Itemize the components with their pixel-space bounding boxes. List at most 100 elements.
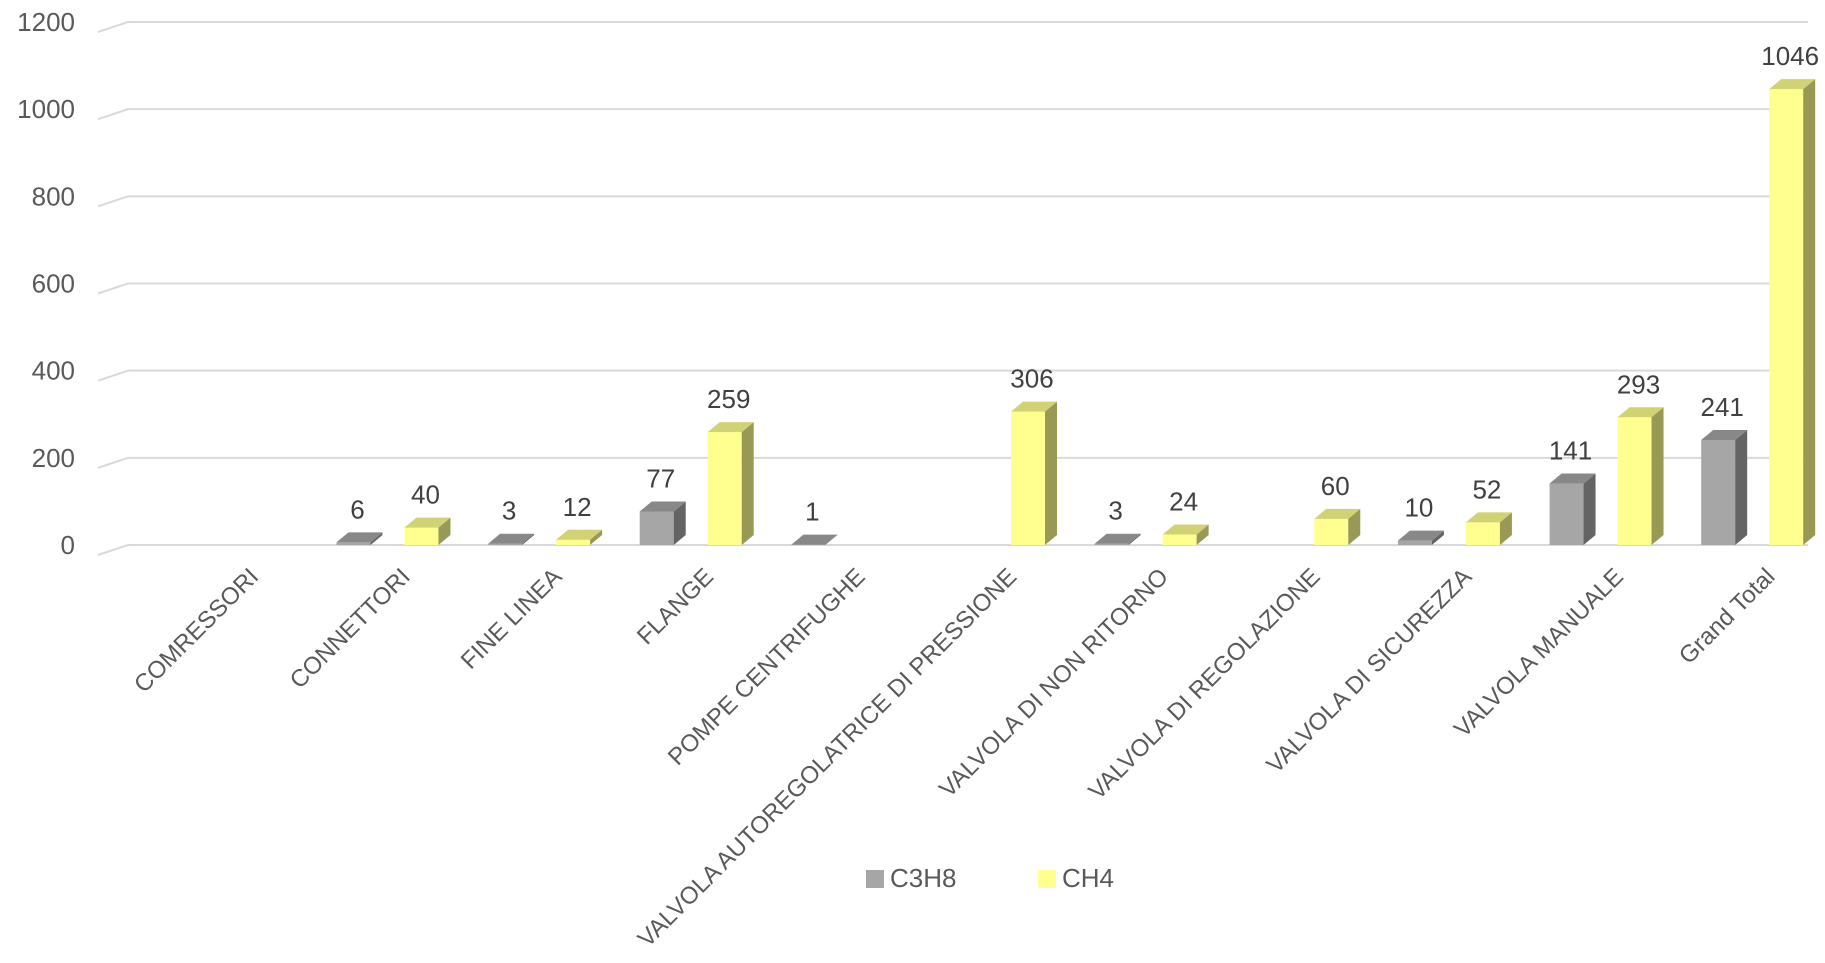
bar-top [1094, 533, 1141, 544]
bar-side [438, 517, 451, 545]
data-label: 24 [1169, 487, 1198, 517]
gridline [97, 195, 1808, 208]
gridlines [97, 21, 1808, 556]
gridline [97, 108, 1808, 121]
bar-ch4 [1162, 524, 1209, 545]
y-tick-label: 600 [32, 269, 75, 299]
bar-top [1397, 530, 1444, 541]
bar-top [1465, 512, 1512, 523]
y-tick-label: 1200 [17, 7, 75, 37]
bar-front [488, 543, 523, 545]
bar-ch4 [556, 529, 603, 545]
bar-side [522, 533, 535, 545]
bar-side [1651, 407, 1664, 545]
bar-side [1348, 508, 1361, 545]
bar-side [370, 532, 383, 545]
bar-front [1769, 89, 1804, 545]
bar-front [1011, 411, 1045, 545]
data-label: 77 [646, 463, 675, 493]
bar-front [1397, 540, 1432, 545]
legend-label: C3H8 [890, 863, 956, 893]
bar-ch4 [1314, 508, 1361, 545]
bar-top [488, 533, 535, 544]
bar-top [1011, 401, 1057, 412]
bar-top [791, 534, 838, 545]
bar-side [590, 529, 603, 545]
bar-c3h8 [1397, 530, 1444, 545]
x-tick-label: COMRESSORI [129, 563, 264, 698]
legend-item-c3h8[interactable]: C3H8 [866, 863, 956, 893]
data-label: 1046 [1761, 41, 1819, 71]
bar-top [639, 501, 686, 512]
bar-front [1314, 518, 1349, 545]
bar-c3h8 [639, 501, 686, 545]
data-label: 6 [350, 494, 364, 524]
gridline [97, 282, 1808, 295]
data-label: 259 [707, 384, 750, 414]
data-label: 40 [411, 480, 440, 510]
data-labels: 6 40 3 12 77 259 1 306 3 24 60 10 52 141 293 241 1046 [350, 41, 1819, 526]
y-tick-label: 400 [32, 356, 75, 386]
legend-swatch [866, 870, 884, 888]
legend-label: CH4 [1062, 863, 1114, 893]
gridline [97, 369, 1808, 382]
x-axis-ticks: COMRESSORI CONNETTORI FINE LINEA FLANGEPOMP… [129, 563, 1780, 952]
gridline [97, 21, 1808, 33]
data-label: 52 [1472, 474, 1501, 504]
gridline [97, 544, 1808, 556]
bar-front [1162, 534, 1197, 545]
data-label: 12 [563, 492, 592, 522]
bar-front [1094, 543, 1129, 545]
bar-front [1465, 522, 1500, 545]
data-label: 1 [805, 497, 819, 527]
y-tick-label: 0 [61, 530, 75, 560]
bar-top [1162, 524, 1209, 535]
legend-item-ch4[interactable]: CH4 [1038, 863, 1114, 893]
bar-side [1196, 524, 1209, 545]
data-label: 241 [1700, 392, 1743, 422]
x-tick-label: Grand Total [1674, 563, 1781, 670]
bar-c3h8 [791, 534, 838, 545]
bar-top [1549, 473, 1596, 484]
bar-ch4 [1465, 512, 1512, 545]
x-tick-label: VALVOLA MANUALE [1449, 563, 1629, 743]
bar-front [1617, 417, 1652, 545]
bar-c3h8 [1701, 429, 1748, 545]
bar-side [1803, 79, 1816, 545]
bar-side [1499, 512, 1512, 545]
data-label: 306 [1010, 364, 1053, 394]
bar-side [1128, 533, 1141, 545]
bar-side [741, 422, 754, 545]
bar-top [1701, 429, 1748, 440]
bar-top [1769, 79, 1816, 90]
y-tick-label: 1000 [17, 94, 75, 124]
bar-c3h8 [1549, 473, 1596, 545]
x-tick-label: CONNETTORI [285, 563, 416, 694]
data-label: 3 [502, 496, 516, 526]
bar-ch4 [1617, 407, 1664, 545]
x-tick-label: FLANGE [632, 563, 719, 650]
bar-top [404, 517, 451, 528]
x-tick-label: FINE LINEA [456, 563, 568, 675]
bar-side [1431, 530, 1444, 545]
bar-ch4 [1769, 79, 1816, 545]
legend-swatch [1038, 870, 1056, 888]
legend[interactable]: C3H8 CH4 [866, 863, 1114, 893]
bar-top [336, 532, 383, 543]
data-label: 141 [1549, 436, 1592, 466]
bar-top [556, 529, 603, 540]
y-axis-ticks: 0 200 400 600 800 1000 1200 [17, 7, 75, 560]
gridline [97, 456, 1808, 469]
bar-c3h8 [1094, 533, 1141, 545]
bar-front [639, 511, 674, 545]
data-label: 3 [1108, 496, 1122, 526]
bar-front [1549, 483, 1584, 545]
y-tick-label: 200 [32, 443, 75, 473]
bar-c3h8 [336, 532, 383, 545]
bar-side [825, 534, 838, 545]
data-label: 293 [1617, 369, 1660, 399]
bar-ch4 [707, 422, 754, 545]
bar-c3h8 [488, 533, 535, 545]
bar-front [1701, 439, 1736, 545]
